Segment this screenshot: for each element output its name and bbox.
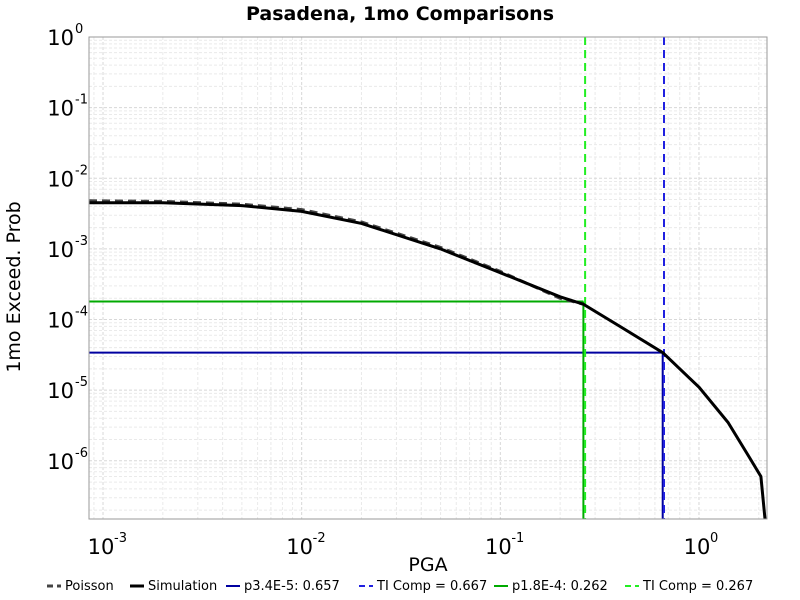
y-tick-label-exponent: -6 — [75, 446, 88, 461]
chart-title: Pasadena, 1mo Comparisons — [246, 3, 554, 25]
x-tick-label-base: 10 — [88, 535, 115, 559]
x-tick-label: 10 -2 — [286, 531, 325, 559]
y-tick-label-base: 10 — [47, 379, 74, 403]
y-tick-label-exponent: -4 — [75, 305, 88, 320]
x-tick-label-base: 10 — [485, 535, 512, 559]
x-tick-label-exponent: 0 — [710, 531, 718, 546]
y-tick-label-exponent: -2 — [75, 163, 88, 178]
y-tick-label: 10 -3 — [47, 234, 88, 262]
y-tick-label: 10 -4 — [47, 305, 88, 333]
y-tick-label: 10 -6 — [47, 446, 88, 474]
plot-area-border — [88, 36, 768, 520]
legend-label: TI Comp = 0.667 — [376, 579, 487, 594]
plot-series — [88, 37, 767, 520]
y-tick-label-base: 10 — [47, 167, 74, 191]
grid — [89, 36, 767, 519]
x-tick-label: 10 -3 — [88, 531, 127, 559]
x-axis-label: PGA — [408, 554, 447, 576]
legend-label: Poisson — [65, 579, 114, 594]
x-tick-label-exponent: -3 — [114, 531, 127, 546]
y-tick-label-exponent: -1 — [75, 93, 88, 108]
x-tick-label-base: 10 — [286, 535, 313, 559]
y-axis-label: 1mo Exceed. Prob — [3, 201, 25, 372]
y-tick-label-base: 10 — [47, 97, 74, 121]
x-tick-label-base: 10 — [684, 535, 711, 559]
y-tick-label-exponent: -5 — [75, 375, 88, 390]
legend-label: Simulation — [148, 579, 217, 594]
x-tick-label: 10 -1 — [485, 531, 524, 559]
y-tick-label-base: 10 — [47, 309, 74, 333]
y-tick-label: 10 -5 — [47, 375, 88, 403]
y-tick-label-base: 10 — [47, 26, 74, 50]
y-tick-label: 10 -2 — [47, 163, 88, 191]
x-tick-label: 10 0 — [684, 531, 719, 559]
series-simulation-line — [89, 201, 767, 520]
x-tick-label-exponent: -2 — [313, 531, 326, 546]
legend-label: p1.8E-4: 0.262 — [512, 579, 608, 594]
y-tick-label: 10 -1 — [47, 93, 88, 121]
legend: Poisson Simulation p3.4E-5: 0.657 TI Comp =… — [47, 579, 753, 594]
legend-label: TI Comp = 0.267 — [642, 579, 753, 594]
y-tick-label-base: 10 — [47, 450, 74, 474]
y-tick-label: 10 0 — [47, 22, 83, 50]
y-tick-label-exponent: 0 — [75, 22, 83, 37]
y-tick-label-base: 10 — [47, 238, 74, 262]
y-tick-label-exponent: -3 — [75, 234, 88, 249]
legend-label: p3.4E-5: 0.657 — [244, 579, 340, 594]
x-tick-labels: 10 -3 10 -2 10 -1 10 0 — [88, 531, 719, 559]
x-tick-label-exponent: -1 — [511, 531, 524, 546]
